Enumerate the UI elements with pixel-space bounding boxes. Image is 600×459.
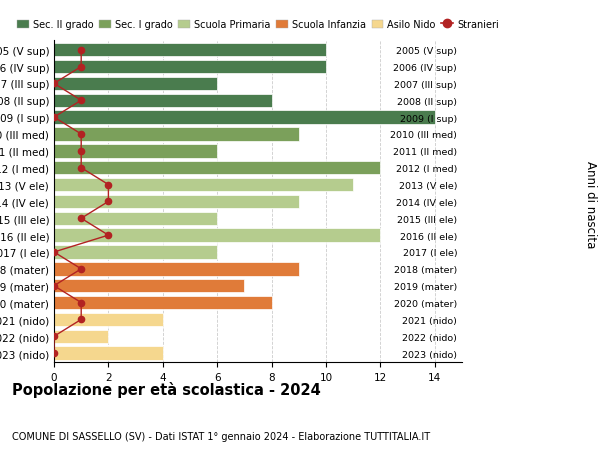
Text: Anni di nascita: Anni di nascita [584, 161, 597, 248]
Bar [54, 330, 109, 343]
Bar [54, 280, 244, 293]
Bar [54, 94, 272, 108]
Text: Popolazione per età scolastica - 2024: Popolazione per età scolastica - 2024 [12, 381, 321, 397]
Bar [54, 263, 299, 276]
Bar [54, 78, 217, 91]
Bar [54, 296, 272, 310]
Bar [54, 111, 435, 124]
Bar [54, 128, 299, 141]
Bar [54, 347, 163, 360]
Bar [54, 246, 217, 259]
Legend: Sec. II grado, Sec. I grado, Scuola Primaria, Scuola Infanzia, Asilo Nido, Stran: Sec. II grado, Sec. I grado, Scuola Prim… [17, 20, 499, 30]
Bar [54, 229, 380, 242]
Text: COMUNE DI SASSELLO (SV) - Dati ISTAT 1° gennaio 2024 - Elaborazione TUTTITALIA.I: COMUNE DI SASSELLO (SV) - Dati ISTAT 1° … [12, 431, 430, 441]
Bar [54, 61, 326, 74]
Bar [54, 195, 299, 209]
Bar [54, 313, 163, 326]
Bar [54, 179, 353, 192]
Bar [54, 145, 217, 158]
Bar [54, 162, 380, 175]
Bar [54, 212, 217, 225]
Bar [54, 44, 326, 57]
